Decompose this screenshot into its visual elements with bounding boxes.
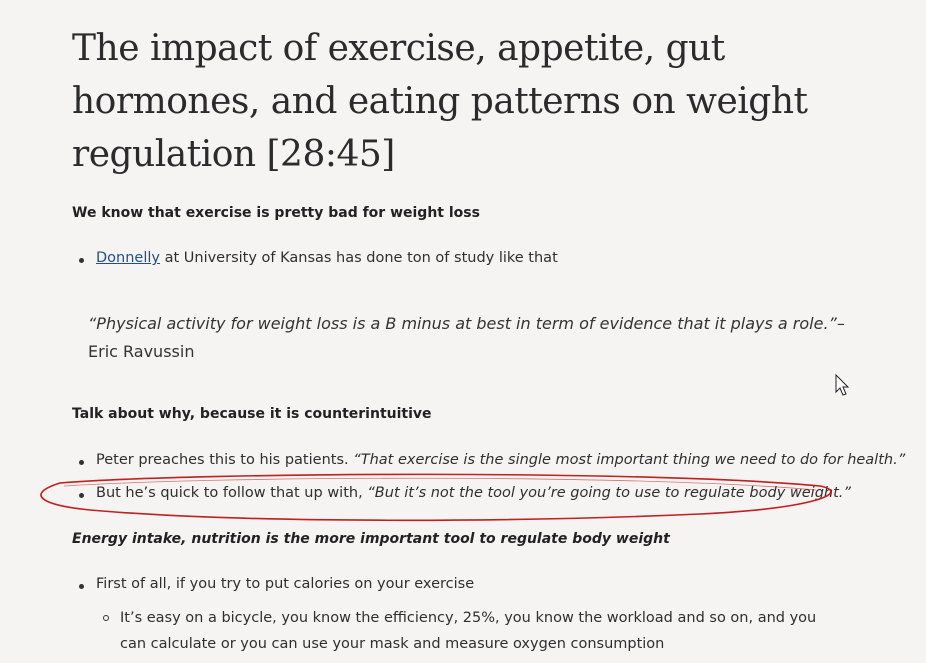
list-item-text: at University of Kansas has done ton of … — [159, 250, 558, 266]
list-item-quick-to-follow: But he’s quick to follow that up with, “… — [96, 485, 851, 501]
blockquote: “Physical activity for weight loss is a … — [88, 310, 868, 366]
bullet-marker — [79, 460, 84, 465]
section-heading-exercise: We know that exercise is pretty bad for … — [72, 205, 480, 221]
quote-attribution: – Eric Ravussin — [88, 314, 845, 361]
bullet-marker — [79, 258, 84, 263]
list-item-calories-exercise: First of all, if you try to put calories… — [96, 576, 475, 592]
list-item-quote: “That exercise is the single most import… — [353, 452, 906, 468]
section-heading-counterintuitive: Talk about why, because it is counterint… — [72, 406, 432, 422]
sub-list-item-bicycle: It’s easy on a bicycle, you know the eff… — [120, 610, 817, 652]
list-item-quote: “But it’s not the tool you’re going to u… — [367, 485, 851, 501]
bullet-marker — [79, 493, 84, 498]
bullet-marker — [79, 584, 84, 589]
donnelly-link[interactable]: Donnelly — [96, 250, 160, 266]
list-item-text: But he’s quick to follow that up with, — [96, 485, 368, 501]
sub-bullet-marker — [103, 615, 109, 621]
section-heading-energy-intake: Energy intake, nutrition is the more imp… — [72, 531, 670, 547]
list-item-text: Peter preaches this to his patients. — [96, 452, 354, 468]
article-title: The impact of exercise, appetite, gut ho… — [72, 28, 808, 175]
list-item-donnelly: Donnelly at University of Kansas has don… — [96, 250, 558, 266]
quote-text: “Physical activity for weight loss is a … — [88, 314, 837, 333]
list-item-peter-preaches: Peter preaches this to his patients. “Th… — [96, 452, 905, 468]
